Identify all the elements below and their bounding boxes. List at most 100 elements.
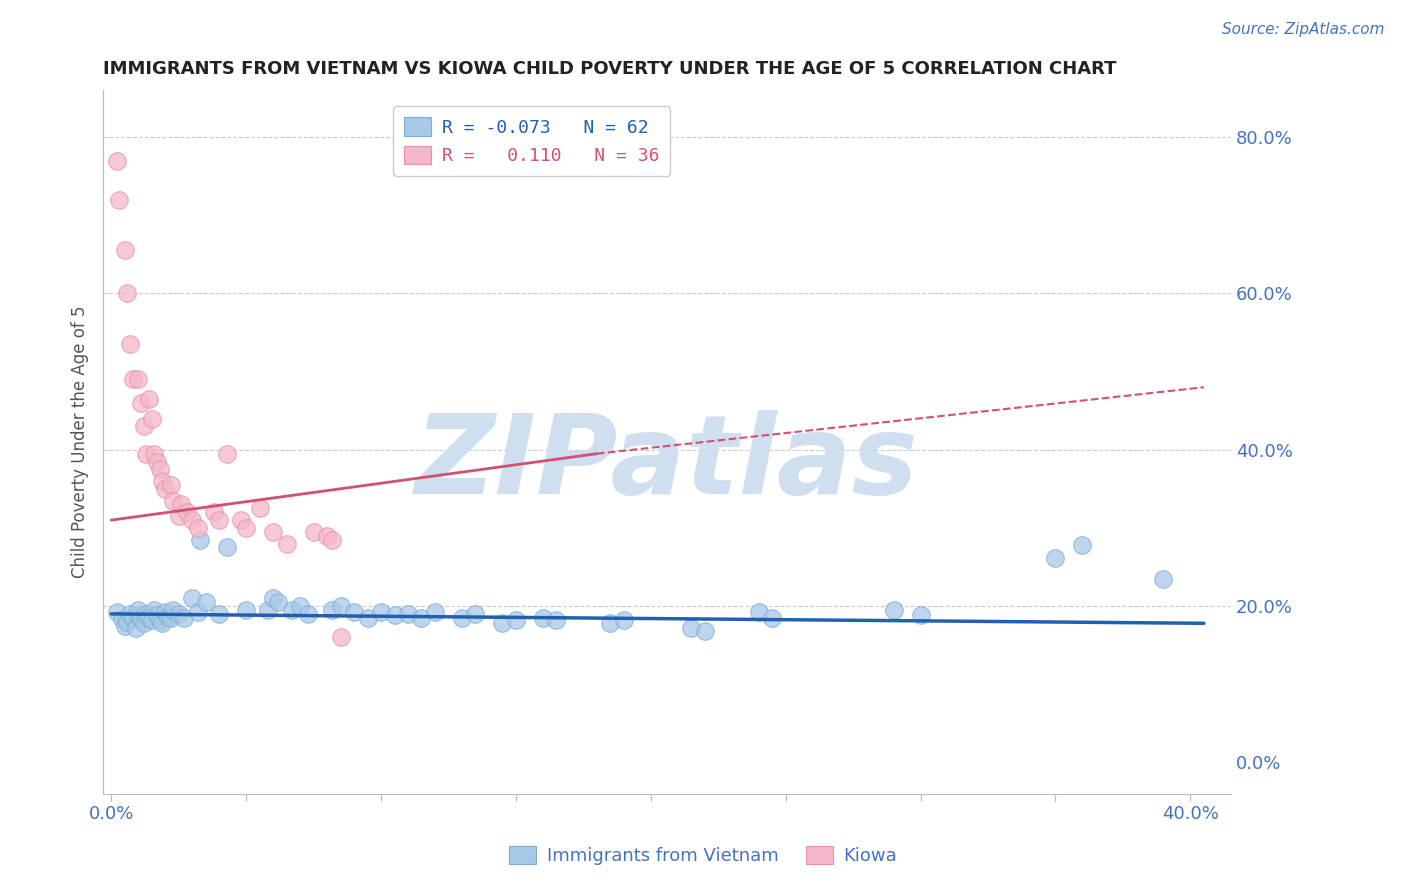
- Point: [108, 193, 131, 207]
- Point: [464, 607, 486, 621]
- Point: [910, 608, 932, 623]
- Point: [111, 612, 134, 626]
- Point: [396, 607, 419, 621]
- Point: [132, 419, 155, 434]
- Point: [149, 462, 172, 476]
- Point: [276, 536, 298, 550]
- Point: [152, 616, 174, 631]
- Point: [120, 607, 142, 621]
- Point: [1045, 550, 1067, 565]
- Point: [105, 153, 128, 168]
- Point: [121, 611, 143, 625]
- Point: [681, 621, 703, 635]
- Point: [173, 611, 195, 625]
- Point: [143, 447, 166, 461]
- Point: [141, 411, 163, 425]
- Point: [599, 616, 621, 631]
- Point: [505, 613, 527, 627]
- Point: [162, 603, 184, 617]
- Point: [329, 599, 352, 613]
- Point: [159, 611, 181, 625]
- Point: [127, 372, 149, 386]
- Point: [235, 521, 257, 535]
- Point: [135, 447, 157, 461]
- Text: Source: ZipAtlas.com: Source: ZipAtlas.com: [1222, 22, 1385, 37]
- Point: [167, 509, 190, 524]
- Point: [143, 603, 166, 617]
- Point: [281, 603, 304, 617]
- Point: [329, 631, 352, 645]
- Point: [159, 478, 181, 492]
- Point: [124, 621, 146, 635]
- Y-axis label: Child Poverty Under the Age of 5: Child Poverty Under the Age of 5: [72, 306, 89, 578]
- Point: [1152, 572, 1174, 586]
- Legend: Immigrants from Vietnam, Kiowa: Immigrants from Vietnam, Kiowa: [499, 837, 907, 874]
- Point: [288, 599, 311, 613]
- Point: [256, 603, 278, 617]
- Point: [114, 618, 136, 632]
- Point: [152, 474, 174, 488]
- Point: [162, 493, 184, 508]
- Point: [129, 396, 152, 410]
- Point: [531, 611, 554, 625]
- Point: [883, 603, 905, 617]
- Point: [302, 524, 325, 539]
- Point: [423, 605, 446, 619]
- Point: [202, 505, 225, 519]
- Point: [262, 524, 284, 539]
- Point: [194, 595, 217, 609]
- Point: [343, 605, 366, 619]
- Point: [138, 392, 160, 406]
- Point: [546, 613, 568, 627]
- Point: [181, 591, 204, 606]
- Point: [153, 605, 176, 619]
- Point: [117, 286, 139, 301]
- Point: [129, 612, 152, 626]
- Point: [146, 608, 169, 623]
- Point: [167, 607, 190, 621]
- Point: [156, 610, 179, 624]
- Point: [491, 616, 513, 631]
- Point: [370, 605, 392, 619]
- Point: [267, 595, 290, 609]
- Point: [153, 482, 176, 496]
- Point: [146, 454, 169, 468]
- Point: [217, 447, 239, 461]
- Point: [170, 498, 193, 512]
- Point: [321, 603, 343, 617]
- Point: [208, 513, 231, 527]
- Point: [141, 613, 163, 627]
- Point: [181, 513, 204, 527]
- Legend: R = -0.073   N = 62, R =   0.110   N = 36: R = -0.073 N = 62, R = 0.110 N = 36: [394, 106, 671, 176]
- Point: [187, 605, 209, 619]
- Point: [693, 624, 716, 639]
- Point: [321, 533, 343, 547]
- Point: [187, 521, 209, 535]
- Point: [117, 615, 139, 629]
- Point: [127, 608, 149, 623]
- Point: [149, 613, 172, 627]
- Point: [356, 611, 378, 625]
- Text: ZIPatlas: ZIPatlas: [415, 409, 920, 516]
- Text: IMMIGRANTS FROM VIETNAM VS KIOWA CHILD POVERTY UNDER THE AGE OF 5 CORRELATION CH: IMMIGRANTS FROM VIETNAM VS KIOWA CHILD P…: [103, 60, 1116, 78]
- Point: [235, 603, 257, 617]
- Point: [135, 607, 157, 621]
- Point: [761, 611, 783, 625]
- Point: [613, 613, 636, 627]
- Point: [105, 605, 128, 619]
- Point: [217, 541, 239, 555]
- Point: [121, 372, 143, 386]
- Point: [411, 611, 433, 625]
- Point: [249, 501, 271, 516]
- Point: [138, 611, 160, 625]
- Point: [132, 616, 155, 631]
- Point: [316, 529, 339, 543]
- Point: [114, 244, 136, 258]
- Point: [1071, 538, 1094, 552]
- Point: [208, 607, 231, 621]
- Point: [748, 605, 770, 619]
- Point: [262, 591, 284, 606]
- Point: [176, 505, 198, 519]
- Point: [120, 337, 142, 351]
- Point: [127, 603, 149, 617]
